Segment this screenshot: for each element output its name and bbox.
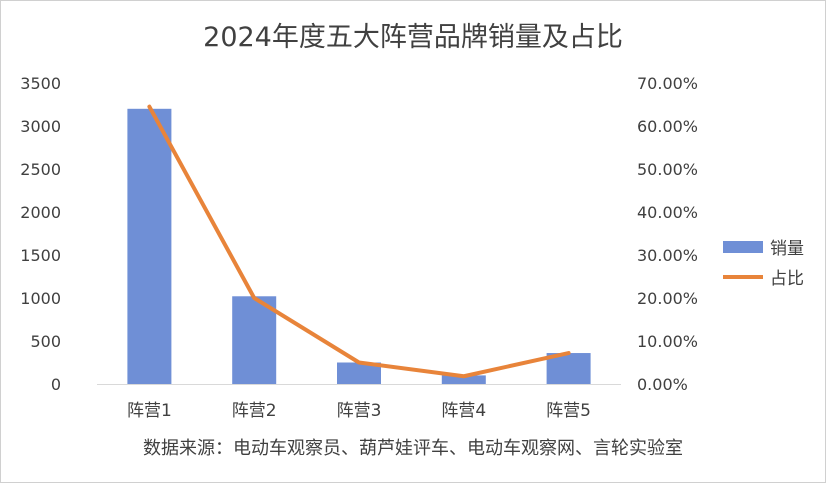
bar	[232, 296, 277, 384]
legend-swatch-bars	[723, 241, 763, 253]
x-tick-label: 阵营4	[441, 401, 486, 421]
y-left-tick-label: 1500	[20, 246, 61, 265]
x-tick-label: 阵营2	[232, 401, 277, 421]
x-tick-label: 阵营5	[546, 401, 591, 421]
y-right-tick-label: 40.00%	[637, 203, 698, 222]
y-right-tick-label: 0.00%	[637, 375, 688, 394]
y-right-tick-label: 50.00%	[637, 160, 698, 179]
share-line	[147, 104, 571, 379]
y-right-tick-label: 30.00%	[637, 246, 698, 265]
source-note: 数据来源：电动车观察员、葫芦娃评车、电动车观察网、言轮实验室	[143, 438, 683, 459]
chart-title: 2024年度五大阵营品牌销量及占比	[203, 22, 623, 53]
y-left-tick-label: 3000	[20, 117, 61, 136]
y-right-tick-label: 10.00%	[637, 332, 698, 351]
y-right-tick-label: 20.00%	[637, 289, 698, 308]
x-tick-label: 阵营3	[337, 401, 382, 421]
legend-label: 占比	[770, 269, 804, 289]
y-left-tick-label: 2000	[20, 203, 61, 222]
y-left-tick-label: 3500	[20, 74, 61, 93]
y-left-tick-label: 2500	[20, 160, 61, 179]
y-right-tick-label: 70.00%	[637, 74, 698, 93]
bar	[441, 375, 486, 384]
x-tick-label: 阵营1	[127, 401, 172, 421]
bar	[337, 362, 381, 384]
y-right-tick-label: 60.00%	[637, 117, 698, 136]
y-left-tick-label: 0	[51, 375, 61, 394]
bar	[127, 108, 172, 385]
legend-label: 销量	[770, 239, 804, 259]
y-left-tick-label: 500	[30, 332, 61, 351]
y-left-tick-label: 1000	[20, 289, 61, 308]
